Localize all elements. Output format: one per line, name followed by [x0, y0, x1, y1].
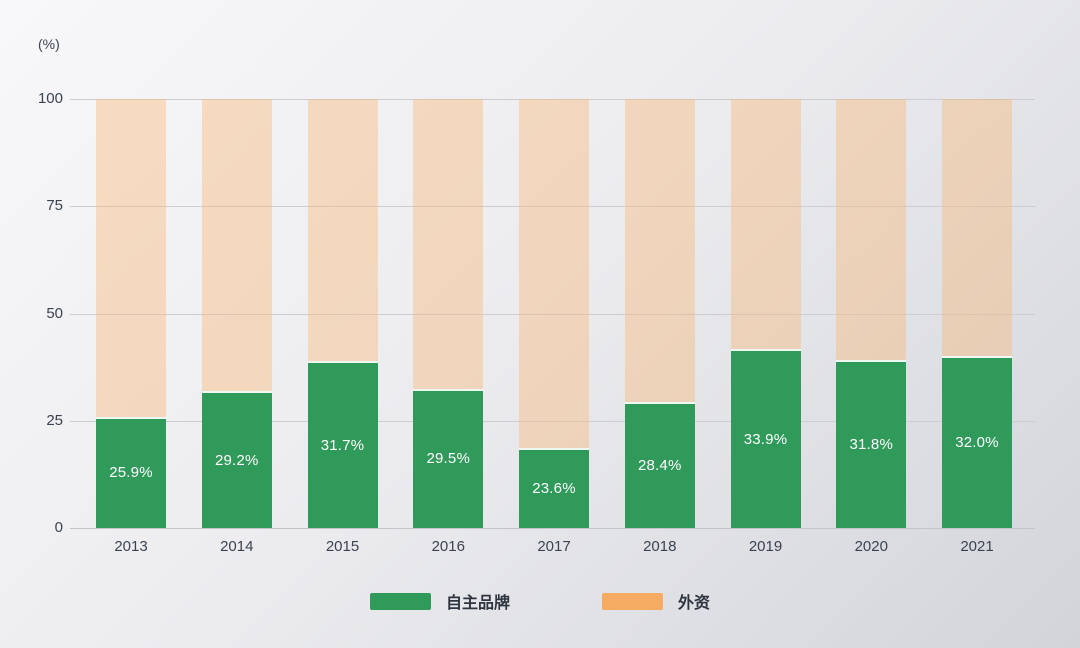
bar-group-2014: 29.2% [201, 99, 272, 528]
x-axis-label-2019: 2019 [748, 538, 783, 555]
x-axis-label-2014: 2014 [220, 538, 254, 555]
bar-group-2019: 33.9% [730, 99, 801, 528]
legend-label-foreign: 外资 [678, 595, 711, 612]
bar-value-label: 28.4% [637, 456, 682, 474]
x-axis-label-2020: 2020 [854, 538, 888, 555]
domestic-bar-segment: 33.9% [730, 349, 801, 528]
bar-group-2017: 23.6% [519, 99, 589, 528]
gridline-100 [70, 99, 1035, 100]
legend-swatch-foreign [602, 592, 663, 610]
x-axis-label-2018: 2018 [643, 538, 677, 555]
gridline-75 [70, 206, 1035, 208]
gridline-50 [70, 313, 1035, 315]
bar-group-2018: 28.4% [624, 99, 695, 528]
bar-value-label: 33.9% [743, 430, 788, 448]
y-tick-label-0: 0 [54, 519, 63, 536]
legend-item-foreign: 外资 [602, 589, 710, 613]
y-axis-unit-label: (%) [38, 36, 60, 52]
bar-group-2015: 31.7% [307, 99, 378, 528]
bar-group-2016: 29.5% [413, 99, 484, 528]
domestic-bar-segment: 25.9% [96, 416, 166, 528]
legend-label-domestic: 自主品牌 [445, 595, 510, 612]
bar-value-label: 32.0% [955, 433, 999, 451]
y-tick-label-50: 50 [46, 304, 63, 322]
bar-value-label: 31.7% [320, 436, 365, 454]
y-tick-label-100: 100 [37, 90, 63, 107]
bar-value-label: 31.8% [849, 435, 894, 453]
x-axis-label-2017: 2017 [537, 538, 571, 555]
legend-item-domestic: 自主品牌 [369, 589, 510, 613]
legend-swatch-domestic [369, 592, 431, 610]
y-tick-label-75: 75 [46, 197, 63, 215]
y-tick-label-25: 25 [46, 411, 63, 429]
domestic-bar-segment: 29.5% [413, 389, 484, 528]
bar-group-2021: 32.0% [942, 99, 1012, 528]
domestic-bar-segment: 31.7% [307, 361, 378, 528]
domestic-bar-segment: 23.6% [519, 448, 589, 528]
domestic-bar-segment: 32.0% [942, 355, 1012, 528]
bar-value-label: 25.9% [109, 464, 153, 482]
domestic-bar-segment: 29.2% [201, 391, 272, 528]
legend: 自主品牌 外资 [0, 589, 1080, 613]
bar-value-label: 29.5% [426, 450, 471, 468]
gridline-25 [70, 420, 1035, 422]
x-axis-label-2015: 2015 [325, 538, 360, 555]
bar-group-2013: 25.9% [96, 99, 166, 528]
x-axis-label-2021: 2021 [960, 538, 994, 555]
bar-value-label: 29.2% [214, 451, 259, 469]
gridline-0 [70, 528, 1035, 529]
x-axis-label-2016: 2016 [431, 538, 465, 555]
x-axis-label-2013: 2013 [114, 538, 148, 555]
bar-group-2020: 31.8% [836, 99, 907, 528]
domestic-bar-segment: 31.8% [836, 359, 907, 528]
bar-value-label: 23.6% [532, 480, 576, 498]
domestic-bar-segment: 28.4% [624, 401, 695, 528]
